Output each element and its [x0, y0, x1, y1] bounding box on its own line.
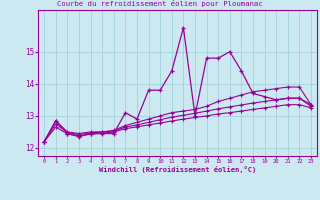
X-axis label: Windchill (Refroidissement éolien,°C): Windchill (Refroidissement éolien,°C)	[99, 166, 256, 173]
Text: Courbe du refroidissement éolien pour Ploumanac: Courbe du refroidissement éolien pour Pl…	[57, 0, 263, 7]
